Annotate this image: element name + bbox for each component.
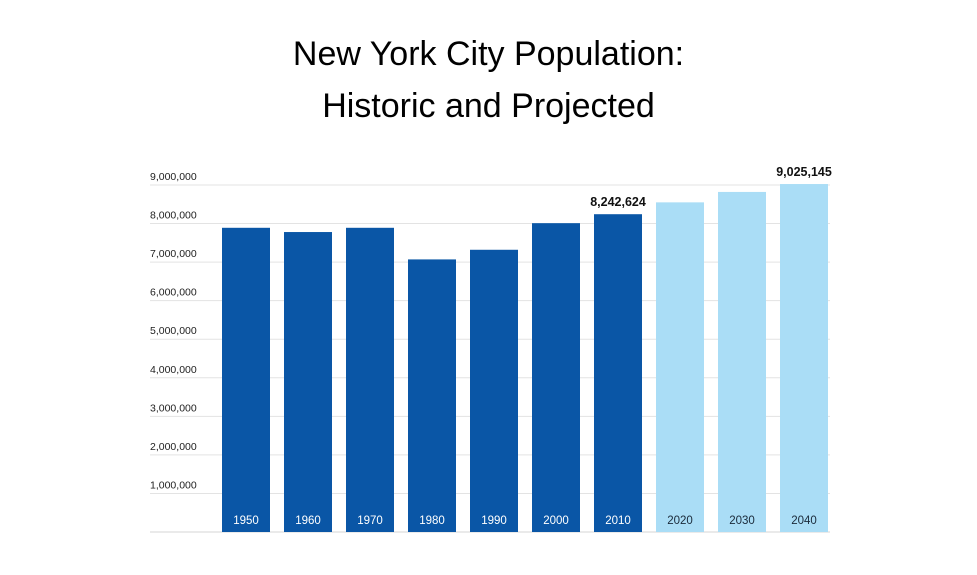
x-tick-label: 2020 xyxy=(667,515,693,527)
y-tick-label: 4,000,000 xyxy=(150,364,197,376)
x-tick-label: 1950 xyxy=(233,515,259,527)
chart-title-line-2: Historic and Projected xyxy=(322,87,655,125)
bar-1970 xyxy=(346,227,394,532)
y-tick-label: 3,000,000 xyxy=(150,402,197,414)
x-tick-label: 2030 xyxy=(729,515,755,527)
x-tick-label: 1970 xyxy=(357,515,383,527)
bar-2010 xyxy=(594,214,642,532)
data-label-2010: 8,242,624 xyxy=(590,195,646,209)
x-tick-label: 1980 xyxy=(419,515,445,527)
y-axis-ticks: 1,000,000 2,000,000 3,000,000 4,000,000 5,00… xyxy=(150,171,197,491)
chart-title-line-1: New York City Population: xyxy=(292,35,685,73)
y-tick-label: 6,000,000 xyxy=(150,287,197,299)
bar-1990 xyxy=(470,249,518,533)
data-labels: 8,242,624 9,025,145 xyxy=(590,165,832,209)
bar-2040 xyxy=(780,184,828,532)
y-tick-label: 8,000,000 xyxy=(150,210,197,222)
x-tick-label: 1990 xyxy=(481,515,507,527)
y-tick-label: 1,000,000 xyxy=(150,479,197,491)
x-axis-ticks: 1950 1960 1970 1980 1990 2000 2010 2020 2030 2040 xyxy=(233,515,817,527)
chart-title: New York City Population: Historic and P… xyxy=(0,28,977,132)
bar-2020 xyxy=(656,202,704,532)
bar-1980 xyxy=(408,259,456,532)
bar-1950 xyxy=(222,227,270,532)
y-tick-label: 5,000,000 xyxy=(150,325,197,337)
x-tick-label: 2040 xyxy=(791,515,817,527)
bar-2000 xyxy=(532,223,580,533)
x-tick-label: 1960 xyxy=(295,515,321,527)
bar-2030 xyxy=(718,191,766,532)
y-tick-label: 9,000,000 xyxy=(150,171,197,183)
bar-1960 xyxy=(284,232,332,532)
x-tick-label: 2000 xyxy=(543,515,569,527)
y-tick-label: 7,000,000 xyxy=(150,248,197,260)
data-label-2040: 9,025,145 xyxy=(776,165,832,179)
bars xyxy=(222,184,828,533)
x-tick-label: 2010 xyxy=(605,515,631,527)
y-tick-label: 2,000,000 xyxy=(150,441,197,453)
